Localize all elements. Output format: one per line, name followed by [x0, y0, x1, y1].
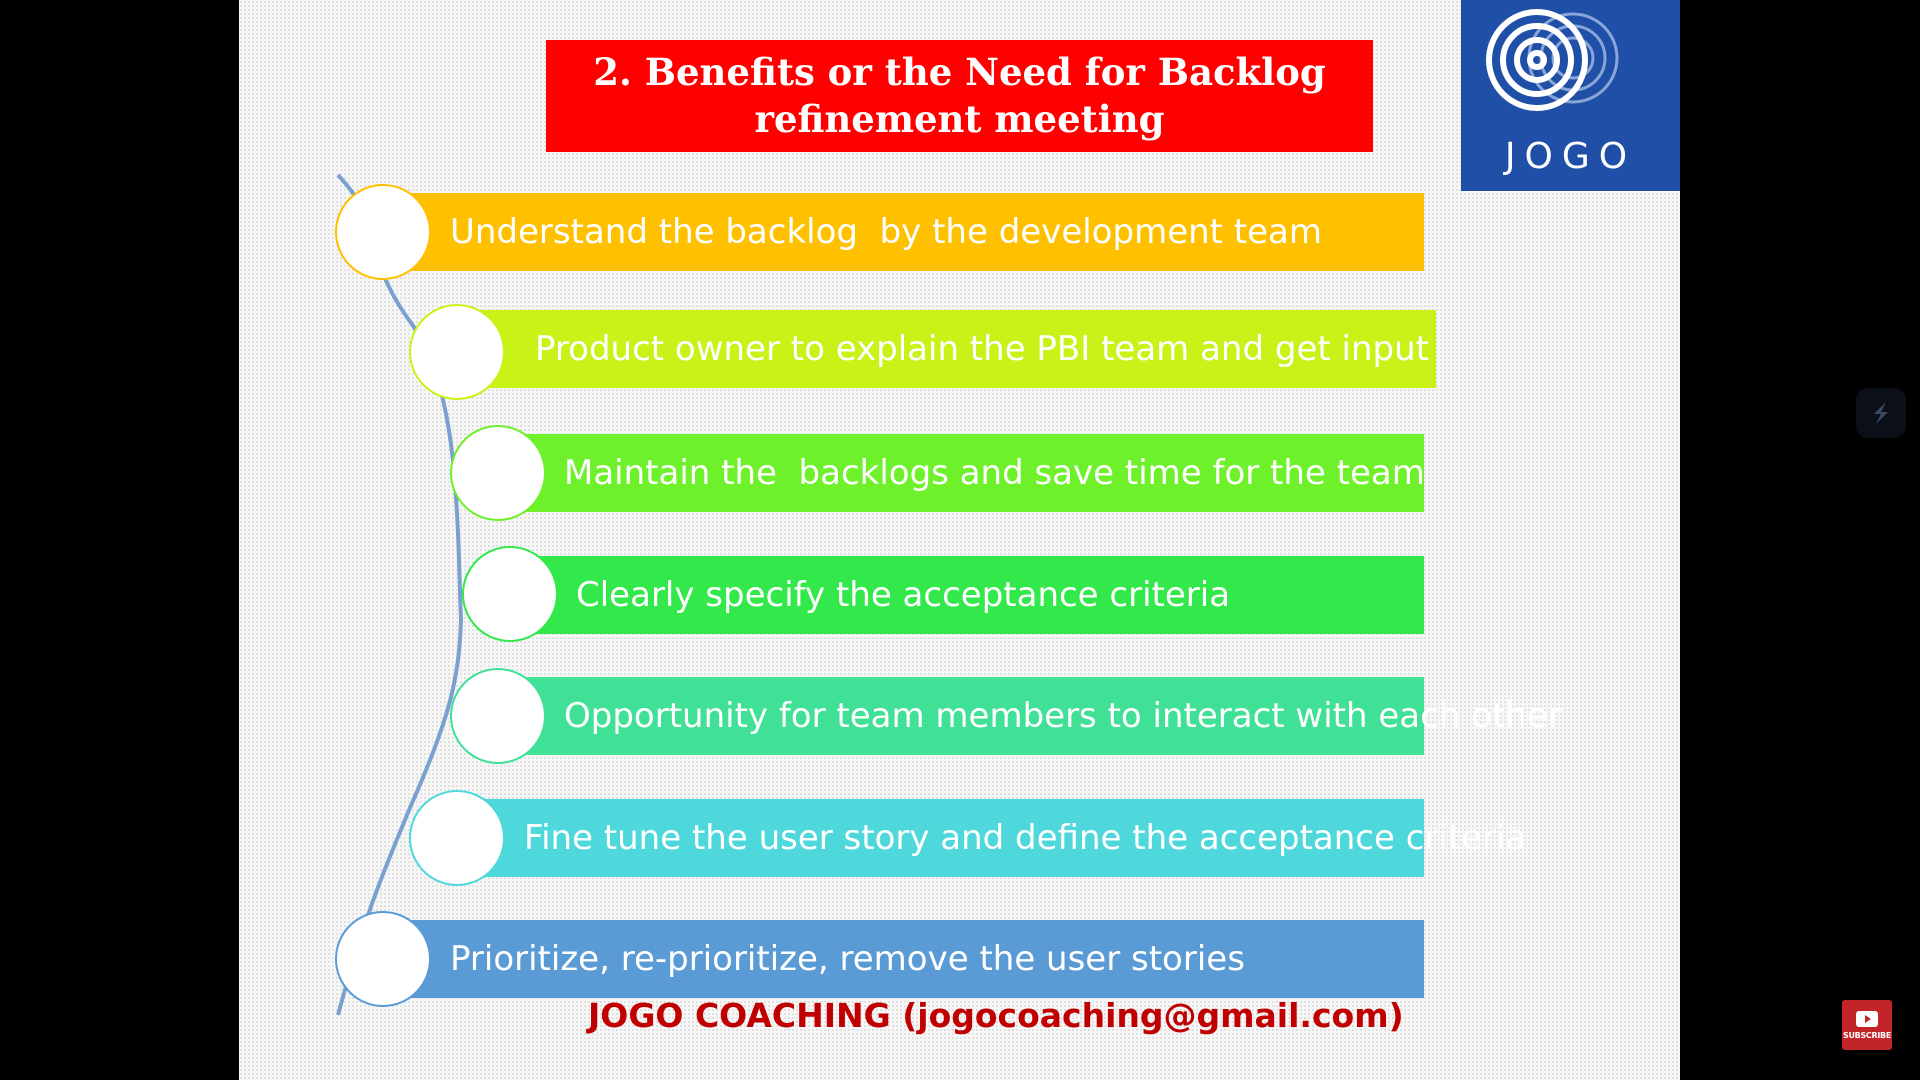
concentric-circles-icon	[1486, 9, 1619, 111]
benefit-label-6: Fine tune the user story and define the …	[524, 818, 1527, 858]
slide-footer: JOGO COACHING (jogocoaching@gmail.com)	[588, 996, 1404, 1035]
benefit-bar-2: Product owner to explain the PBI team an…	[461, 310, 1436, 388]
benefit-bar-7: Prioritize, re-prioritize, remove the us…	[389, 920, 1424, 998]
benefit-label-7: Prioritize, re-prioritize, remove the us…	[450, 939, 1245, 979]
youtube-play-icon	[1856, 1011, 1878, 1027]
timeline-circle-6	[409, 790, 505, 886]
slide-title-line-1: 2. Benefits or the Need for Backlog	[593, 50, 1326, 94]
timeline-circle-2	[409, 304, 505, 400]
timeline-circle-7	[335, 911, 431, 1007]
timeline-circle-1	[335, 184, 431, 280]
slide-title-line-2: refinement meeting	[754, 97, 1165, 141]
slide-title-box: 2. Benefits or the Need for Backlog refi…	[546, 40, 1373, 152]
benefit-bar-6: Fine tune the user story and define the …	[461, 799, 1526, 877]
benefit-bar-1: Understand the backlog by the developmen…	[389, 193, 1424, 271]
benefit-bar-3: Maintain the backlogs and save time for …	[501, 434, 1425, 512]
presentation-slide: 2. Benefits or the Need for Backlog refi…	[239, 0, 1680, 1080]
benefit-label-1: Understand the backlog by the developmen…	[450, 212, 1322, 252]
stream-logo-icon[interactable]	[1856, 388, 1906, 438]
benefit-bar-4: Clearly specify the acceptance criteria	[515, 556, 1424, 634]
benefit-bar-5: Opportunity for team members to interact…	[501, 677, 1562, 755]
benefit-label-4: Clearly specify the acceptance criteria	[576, 575, 1231, 615]
jogo-logo: JOGO	[1461, 0, 1680, 191]
timeline-circle-3	[450, 425, 546, 521]
benefit-label-3: Maintain the backlogs and save time for …	[564, 453, 1425, 493]
subscribe-button[interactable]: SUBSCRIBE	[1842, 1000, 1892, 1050]
benefit-label-2: Product owner to explain the PBI team an…	[535, 329, 1429, 369]
lightning-s-icon	[1874, 402, 1888, 424]
subscribe-label: SUBSCRIBE	[1843, 1031, 1891, 1040]
logo-text: JOGO	[1504, 136, 1637, 177]
timeline-circle-5	[450, 668, 546, 764]
timeline-circle-4	[462, 546, 558, 642]
benefit-label-5: Opportunity for team members to interact…	[564, 696, 1562, 736]
timeline-spine	[336, 173, 464, 1016]
